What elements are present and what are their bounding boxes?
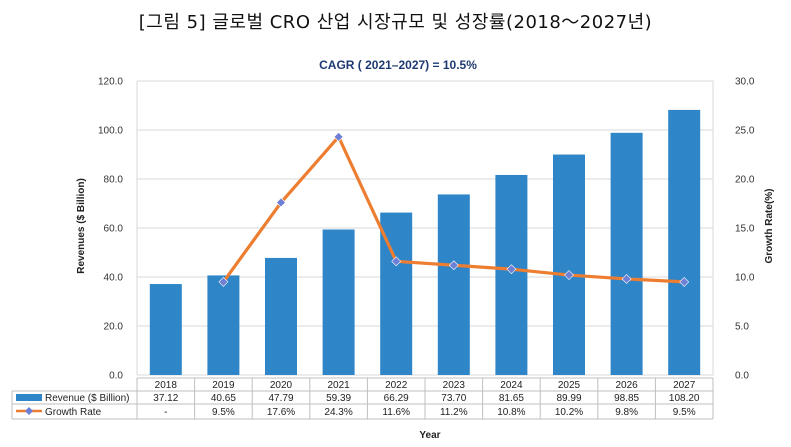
right-tick-label: 0.0: [735, 371, 749, 382]
left-tick-label: 20.0: [104, 322, 124, 333]
growth-value-label: 11.2%: [440, 407, 468, 418]
growth-point-2026: [621, 274, 632, 284]
growth-point-2025: [564, 270, 574, 280]
right-axis-title: Growth Rate(%): [764, 189, 775, 264]
bar-2026: [610, 132, 643, 375]
left-tick-label: 80.0: [104, 175, 124, 186]
chart-title: CAGR ( 2021–2027) = 10.5%: [319, 58, 477, 72]
right-tick-label: 10.0: [735, 273, 755, 284]
legend-label-revenue: Revenue ($ Billion): [45, 393, 130, 404]
growth-point-2024: [506, 264, 517, 275]
growth-value-label: 10.2%: [555, 407, 583, 418]
left-tick-label: 120.0: [98, 77, 123, 88]
revenue-value-label: 59.39: [326, 393, 351, 404]
bar-2018: [149, 284, 182, 375]
growth-value-label: 9.8%: [615, 407, 638, 418]
revenue-value-label: 73.70: [441, 393, 466, 404]
legend-key-growth-marker: [25, 407, 33, 415]
revenue-value-label: 47.79: [268, 393, 293, 404]
x-tick-label: 2024: [500, 380, 523, 391]
growth-point-2021: [333, 131, 344, 142]
left-axis-title: Revenues ($ Billion): [76, 178, 87, 274]
revenue-value-label: 108.20: [669, 393, 700, 404]
growth-value-label: 10.8%: [497, 407, 525, 418]
growth-point-2020: [276, 197, 286, 208]
growth-value-label: -: [164, 407, 167, 418]
left-tick-label: 0.0: [109, 371, 123, 382]
bar-2021: [322, 229, 355, 375]
bar-2024: [495, 174, 528, 375]
growth-value-label: 17.6%: [267, 407, 295, 418]
growth-point-2023: [448, 260, 459, 271]
bar-2025: [553, 154, 585, 375]
revenue-value-label: 37.12: [153, 393, 178, 404]
left-tick-label: 60.0: [104, 224, 124, 235]
bar-2023: [437, 194, 470, 375]
growth-line: [218, 131, 690, 287]
x-tick-label: 2021: [327, 380, 350, 391]
growth-value-label: 11.6%: [382, 407, 410, 418]
growth-value-label: 24.3%: [324, 407, 352, 418]
left-tick-label: 40.0: [104, 273, 124, 284]
data-table: 2018 37.12 - 2019 40.65 9.5% 2020 47.79 17.6% 202…: [11, 377, 714, 420]
revenue-value-label: 40.65: [211, 393, 236, 404]
growth-value-label: 9.5%: [673, 407, 696, 418]
growth-point-2022: [391, 256, 402, 267]
x-tick-label: 2022: [385, 380, 408, 391]
x-tick-label: 2019: [212, 380, 235, 391]
right-tick-label: 5.0: [735, 322, 749, 333]
x-tick-label: 2027: [673, 380, 696, 391]
right-tick-label: 15.0: [735, 224, 755, 235]
right-tick-label: 30.0: [735, 77, 755, 88]
x-tick-label: 2023: [443, 380, 466, 391]
x-tick-label: 2025: [558, 380, 581, 391]
x-axis-title: Year: [419, 430, 440, 441]
bar-2020: [265, 257, 297, 375]
right-tick-label: 25.0: [735, 126, 755, 137]
left-axis-ticks: 0.0 20.0 40.0 60.0 80.0 100.0 120.0: [98, 77, 123, 382]
x-tick-label: 2026: [615, 380, 638, 391]
bar-2019: [207, 275, 240, 375]
growth-point-2019: [218, 276, 229, 287]
bar-2027: [668, 109, 701, 375]
legend-label-growth: Growth Rate: [45, 407, 102, 418]
growth-value-label: 9.5%: [212, 407, 235, 418]
x-tick-label: 2018: [155, 380, 178, 391]
revenue-value-label: 66.29: [384, 393, 409, 404]
revenue-bars: [149, 109, 701, 375]
x-tick-label: 2020: [270, 380, 293, 391]
right-tick-label: 20.0: [735, 175, 755, 186]
growth-point-2027: [679, 276, 690, 287]
right-axis-ticks: 0.0 5.0 10.0 15.0 20.0 25.0 30.0: [735, 77, 755, 382]
revenue-value-label: 81.65: [499, 393, 524, 404]
legend-key-revenue: [16, 394, 42, 401]
revenue-value-label: 98.85: [614, 393, 639, 404]
left-tick-label: 100.0: [98, 126, 123, 137]
figure-title: [그림 5] 글로벌 CRO 산업 시장규모 및 성장률(2018～2027년): [138, 12, 653, 33]
revenue-value-label: 89.99: [556, 393, 581, 404]
